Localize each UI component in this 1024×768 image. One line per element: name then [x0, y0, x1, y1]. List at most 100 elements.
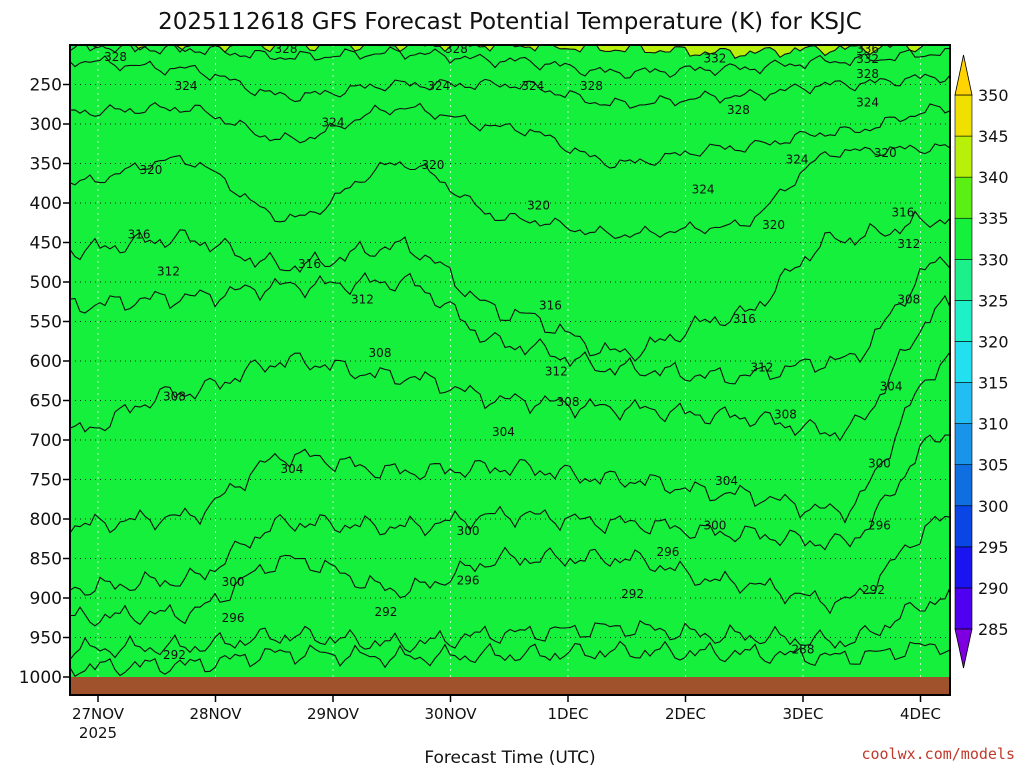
colorbar-label: 350: [978, 86, 1009, 105]
contour-332: [70, 45, 950, 79]
contour-label: 308: [369, 346, 392, 360]
colorbar-top-arrow: [954, 54, 973, 96]
contour-label: 292: [163, 648, 186, 662]
contour-label: 324: [521, 79, 544, 93]
contour-label: 316: [128, 228, 151, 242]
contour-label: 300: [868, 457, 891, 471]
colorbar-label: 340: [978, 168, 1009, 187]
contour-label: 324: [856, 96, 879, 110]
contour-328: [70, 55, 950, 109]
contour-label: 320: [139, 163, 162, 177]
y-tick-label: 800: [30, 510, 62, 530]
contour-336: [70, 45, 937, 60]
colorbar-band: [954, 94, 973, 137]
contour-label: 324: [786, 153, 809, 167]
contour-296: [70, 515, 950, 627]
contour-label: 296: [656, 545, 679, 559]
y-tick-label: 450: [30, 234, 62, 254]
contour-label: 328: [580, 79, 603, 93]
y-tick-label: 400: [30, 194, 62, 214]
contour-label: 328: [104, 50, 127, 64]
contour-label: 304: [280, 462, 303, 476]
contour-label: 328: [727, 103, 750, 117]
contour-324: [70, 102, 950, 169]
colorbar-band: [954, 176, 973, 219]
contour-label: 300: [703, 518, 726, 532]
colorbar-band: [954, 217, 973, 260]
contour-label: 292: [374, 605, 397, 619]
colorbar-label: 320: [978, 332, 1009, 351]
y-tick-label: 550: [30, 313, 62, 333]
contour-label: 304: [880, 379, 903, 393]
colorbar-label: 315: [978, 374, 1009, 393]
colorbar-band: [954, 587, 973, 630]
contour-label: 320: [874, 146, 897, 160]
y-tick-label: 250: [30, 76, 62, 96]
contour-label: 296: [457, 574, 480, 588]
contour-label: 296: [868, 518, 891, 532]
band-fill-336: [70, 45, 950, 695]
contour-316: [70, 210, 950, 362]
contour-label: 320: [421, 158, 444, 172]
colorbar-band: [954, 341, 973, 383]
colorbar-label: 335: [978, 209, 1009, 228]
y-axis: 250 300 350 400 450 500 550 600 650 700 750 800 850 9…: [19, 76, 70, 688]
contour-label: 324: [427, 79, 450, 93]
x-tick-label: 27NOV: [72, 705, 125, 723]
contour-300: [70, 434, 950, 596]
contour-label: 308: [163, 390, 186, 404]
x-tick-label: 30NOV: [424, 705, 477, 723]
colorbar-band: [954, 505, 973, 548]
contour-label: 312: [897, 237, 920, 251]
x-tick-label: 4DEC: [900, 705, 941, 723]
colorbar-band: [954, 382, 973, 424]
y-tick-label: 300: [30, 115, 62, 135]
colorbar-band: [954, 259, 973, 301]
colorbar: 285 290 295 300 305 310 315 320 325 330 335 340 345 3…: [954, 54, 1009, 669]
contour-288: [70, 640, 950, 677]
y-tick-label: 500: [30, 273, 62, 293]
colorbar-band: [954, 546, 973, 589]
y-tick-label: 950: [30, 629, 62, 649]
colorbar-band: [954, 300, 973, 342]
y-tick-label: 1000: [19, 668, 62, 688]
contour-292: [70, 587, 950, 660]
x-tick-label: 28NOV: [189, 705, 242, 723]
x-year-label: 2025: [79, 724, 117, 742]
y-tick-label: 850: [30, 550, 62, 570]
colorbar-label: 300: [978, 497, 1009, 516]
contour-label: 292: [621, 587, 644, 601]
colorbar-label: 325: [978, 291, 1009, 310]
y-tick-label: 900: [30, 589, 62, 609]
contour-label: 332: [856, 52, 879, 66]
y-tick-label: 350: [30, 155, 62, 175]
colorbar-label: 290: [978, 579, 1009, 598]
contour-label: 312: [750, 360, 773, 374]
contour-label: 300: [457, 524, 480, 538]
contour-label: 312: [545, 364, 568, 378]
contour-label: 308: [557, 395, 580, 409]
chart-title: 2025112618 GFS Forecast Potential Temper…: [158, 9, 862, 35]
colorbar-band: [954, 135, 973, 178]
x-axis-label: Forecast Time (UTC): [424, 748, 595, 768]
contour-label: 316: [891, 206, 914, 220]
colorbar-label: 345: [978, 127, 1009, 146]
colorbar-label: 310: [978, 415, 1009, 434]
contour-label: 296: [222, 611, 245, 625]
contour-label: 324: [175, 79, 198, 93]
colorbar-bottom-arrow: [954, 628, 973, 669]
plot-frame: [69, 44, 951, 696]
contour-label: 320: [762, 218, 785, 232]
contour-312: [70, 256, 950, 385]
x-tick-label: 3DEC: [782, 705, 823, 723]
contour-label: 308: [897, 292, 920, 306]
contour-label: 312: [157, 265, 180, 279]
colorbar-label: 305: [978, 456, 1009, 475]
x-tick-label: 1DEC: [547, 705, 588, 723]
x-tick-label: 29NOV: [307, 705, 360, 723]
contour-label: 304: [715, 474, 738, 488]
contour-308: [70, 294, 950, 442]
y-tick-label: 650: [30, 392, 62, 412]
contour-label: 332: [703, 51, 726, 65]
